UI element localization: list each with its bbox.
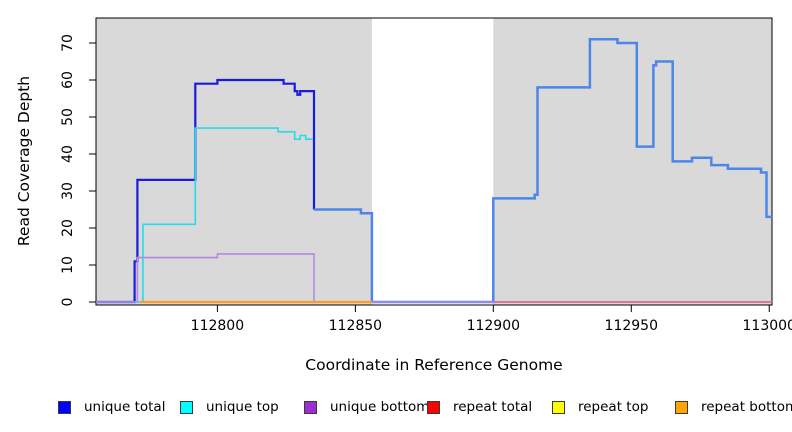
series-line-unique-bottom — [96, 253, 772, 303]
legend-label: repeat bottom — [701, 399, 792, 415]
legend-item-unique-total: unique total — [58, 399, 165, 415]
legend-item-repeat-top: repeat top — [552, 399, 648, 415]
legend-swatch-icon — [180, 400, 193, 414]
legend-swatch-icon — [427, 400, 440, 414]
x-tick-label: 112850 — [328, 318, 383, 334]
y-tick-label: 30 — [60, 182, 76, 200]
legend-swatch-icon — [552, 400, 565, 414]
y-tick-label: 0 — [60, 297, 76, 307]
y-tick-label: 20 — [60, 219, 76, 237]
series-line-unique-top — [96, 127, 314, 303]
x-tick-label: 113000 — [742, 318, 792, 334]
x-tick-label: 112900 — [466, 318, 521, 334]
legend-item-repeat-total: repeat total — [427, 399, 532, 415]
legend-label: unique total — [84, 399, 166, 415]
plot-box — [95, 17, 773, 306]
y-tick-label: 60 — [60, 71, 76, 89]
legend-label: repeat top — [578, 399, 649, 415]
y-tick-label: 70 — [60, 34, 76, 52]
legend-label: unique bottom — [330, 399, 430, 415]
legend-swatch-icon — [675, 400, 688, 414]
legend-label: repeat total — [453, 399, 533, 415]
x-axis-title: Coordinate in Reference Genome — [305, 356, 563, 374]
x-tick-label: 112800 — [190, 318, 245, 334]
y-tick-label: 50 — [60, 108, 76, 126]
legend-swatch-icon — [304, 400, 317, 414]
legend-item-unique-bottom: unique bottom — [304, 399, 429, 415]
y-tick-label: 40 — [60, 145, 76, 163]
legend-item-repeat-bottom: repeat bottom — [675, 399, 792, 415]
series-line-unique-total — [314, 38, 772, 304]
y-tick-label: 10 — [60, 256, 76, 274]
legend-item-unique-top: unique top — [180, 399, 279, 415]
y-axis-title: Read Coverage Depth — [15, 75, 33, 247]
legend-label: unique top — [206, 399, 279, 415]
x-tick-label: 112950 — [604, 318, 659, 334]
legend-swatch-icon — [58, 400, 71, 414]
shaded-region — [493, 18, 772, 305]
